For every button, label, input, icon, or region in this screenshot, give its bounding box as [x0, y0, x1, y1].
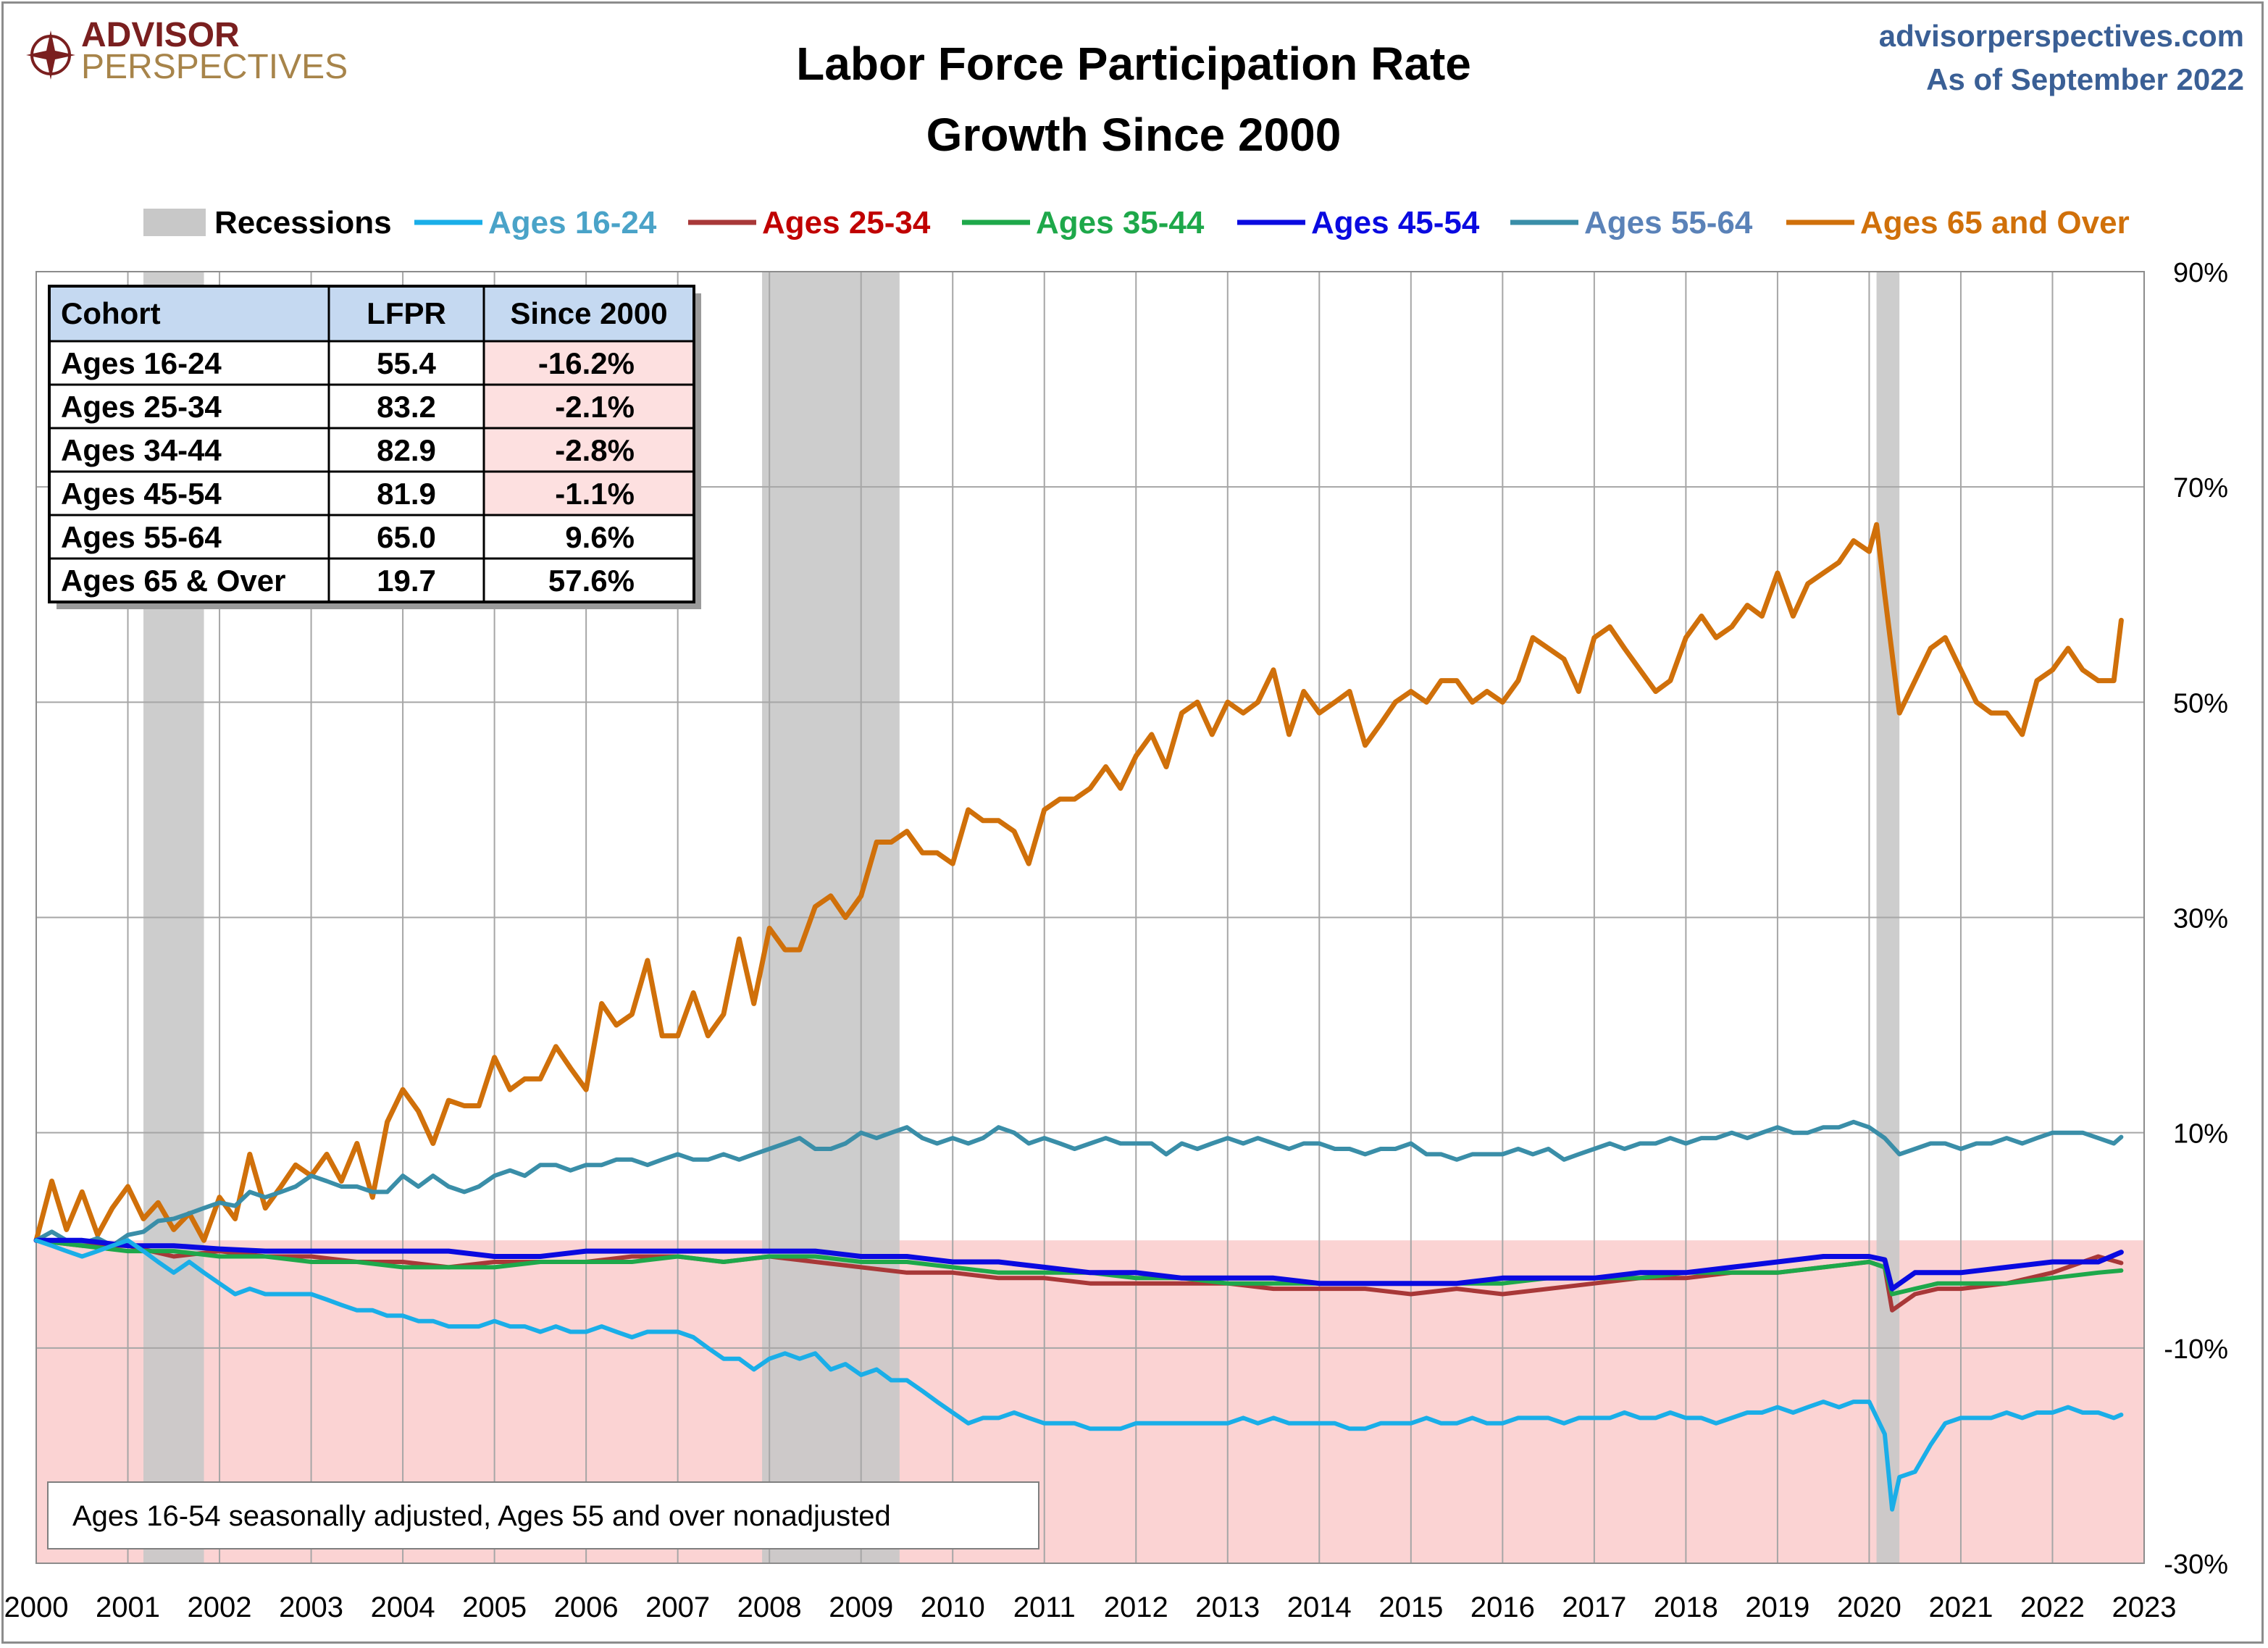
table-change-cell-bg — [484, 515, 694, 559]
table-cell-since-2000: 9.6% — [565, 520, 635, 554]
x-tick-label: 2008 — [737, 1591, 802, 1623]
x-tick-label: 2009 — [829, 1591, 893, 1623]
table-header-row — [49, 286, 694, 341]
plot-border — [35, 271, 2145, 1564]
table-change-cell-bg — [484, 472, 694, 515]
advisor-perspectives-logo: ADVISOR PERSPECTIVES — [26, 16, 348, 86]
x-tick-label: 2023 — [2112, 1591, 2177, 1623]
x-tick-label: 2003 — [279, 1591, 343, 1623]
legend-label: Ages 45-54 — [1311, 205, 1480, 240]
note-box: Ages 16-54 seasonally adjusted, Ages 55 … — [47, 1481, 1039, 1549]
table-cell-since-2000: -2.8% — [555, 433, 635, 467]
table-row-bg — [49, 385, 484, 428]
table-cell-lfpr: 65.0 — [377, 520, 436, 554]
table-cell-since-2000: -1.1% — [555, 477, 635, 511]
x-tick-label: 2001 — [96, 1591, 160, 1623]
table-cell-since-2000: -16.2% — [538, 346, 635, 380]
series-line-ages-45-54 — [33, 1237, 2124, 1292]
table-header-cell: LFPR — [367, 296, 446, 330]
table-row-bg — [49, 472, 484, 515]
table-cell-lfpr: 83.2 — [377, 390, 436, 424]
table-header-cell: Cohort — [61, 296, 161, 330]
y-tick-label: -10% — [2164, 1334, 2228, 1365]
legend-recession-swatch — [143, 209, 206, 236]
table-cell-lfpr: 19.7 — [377, 564, 436, 598]
source-url: advisorperspectives.com — [1879, 19, 2244, 53]
series-line-ages-65-and-over — [33, 522, 2124, 1243]
chart-title-line1: Labor Force Participation Rate — [796, 38, 1471, 90]
table-cell-cohort: Ages 65 & Over — [61, 564, 286, 598]
table-change-cell-bg — [484, 385, 694, 428]
table-cell-cohort: Ages 25-34 — [61, 390, 222, 424]
x-tick-label: 2019 — [1745, 1591, 1809, 1623]
x-tick-label: 2017 — [1562, 1591, 1626, 1623]
chart-legend: Recessions Ages 16-24 Ages 25-34 Ages 35-4… — [143, 205, 2130, 240]
legend-label: Ages 35-44 — [1036, 205, 1205, 240]
table-header-cell: Since 2000 — [510, 296, 667, 330]
x-tick-label: 2022 — [2020, 1591, 2085, 1623]
table-change-cell-bg — [484, 341, 694, 385]
logo-word-perspectives: PERSPECTIVES — [81, 48, 348, 86]
chart-title-line2: Growth Since 2000 — [926, 109, 1342, 161]
x-tick-label: 2004 — [371, 1591, 435, 1623]
x-tick-label: 2012 — [1104, 1591, 1168, 1623]
legend-label: Ages 55-64 — [1584, 205, 1753, 240]
table-row-bg — [49, 515, 484, 559]
series-line-ages-55-64 — [34, 1119, 2124, 1248]
legend-recessions-label: Recessions — [214, 205, 392, 240]
y-tick-label: 70% — [2173, 473, 2228, 503]
table-row-bg — [49, 559, 484, 602]
legend-label: Ages 65 and Over — [1860, 205, 2130, 240]
note-box-border — [47, 1481, 1039, 1549]
table-cell-lfpr: 82.9 — [377, 433, 436, 467]
x-tick-label: 2015 — [1378, 1591, 1443, 1623]
table-cell-cohort: Ages 16-24 — [61, 346, 222, 380]
y-tick-label: 10% — [2173, 1119, 2228, 1150]
as-of-date: As of September 2022 — [1926, 62, 2244, 96]
x-tick-label: 2021 — [1928, 1591, 1993, 1623]
x-tick-label: 2014 — [1287, 1591, 1352, 1623]
note-text: Ages 16-54 seasonally adjusted, Ages 55 … — [72, 1500, 891, 1532]
table-row-bg — [49, 428, 484, 472]
x-tick-label: 2006 — [554, 1591, 619, 1623]
table-cell-cohort: Ages 34-44 — [61, 433, 222, 467]
y-tick-label: -30% — [2164, 1549, 2228, 1580]
table-cell-cohort: Ages 55-64 — [61, 520, 222, 554]
table-cell-lfpr: 55.4 — [377, 346, 436, 380]
table-row-bg — [49, 341, 484, 385]
table-cell-lfpr: 81.9 — [377, 477, 436, 511]
summary-table: Cohort LFPR Since 2000 Ages 16-24 55.4 -16.2%… — [48, 285, 701, 609]
x-tick-label: 2013 — [1195, 1591, 1260, 1623]
y-tick-label: 90% — [2173, 258, 2228, 288]
logo-word-advisor: ADVISOR — [81, 16, 240, 54]
x-tick-label: 2011 — [1013, 1591, 1076, 1623]
x-tick-label: 2016 — [1470, 1591, 1535, 1623]
table-change-cell-bg — [484, 428, 694, 472]
y-tick-label: 50% — [2173, 688, 2228, 719]
legend-label: Ages 16-24 — [488, 205, 657, 240]
table-change-cell-bg — [484, 559, 694, 602]
y-tick-label: 30% — [2173, 904, 2228, 934]
x-tick-label: 2018 — [1654, 1591, 1718, 1623]
table-cell-since-2000: -2.1% — [555, 390, 635, 424]
table-cell-since-2000: 57.6% — [548, 564, 635, 598]
series-line-ages-16-24 — [34, 1238, 2124, 1512]
x-tick-label: 2020 — [1837, 1591, 1901, 1623]
x-tick-label: 2000 — [4, 1591, 69, 1623]
table-cell-cohort: Ages 45-54 — [61, 477, 222, 511]
legend-label: Ages 25-34 — [762, 205, 931, 240]
series-line-ages-35-44 — [34, 1238, 2124, 1297]
x-tick-label: 2005 — [462, 1591, 527, 1623]
x-tick-label: 2007 — [645, 1591, 710, 1623]
x-tick-label: 2002 — [188, 1591, 252, 1623]
compass-star-icon — [26, 30, 75, 80]
x-tick-label: 2010 — [921, 1591, 985, 1623]
